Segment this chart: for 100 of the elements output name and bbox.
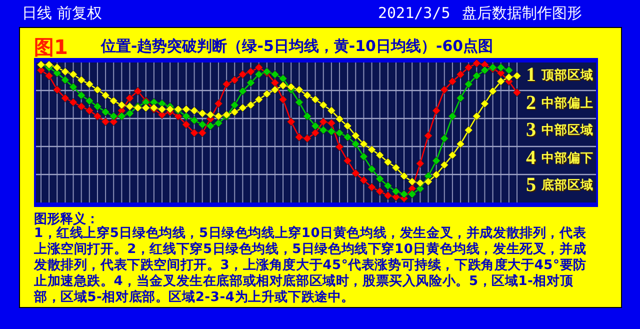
point <box>432 106 441 115</box>
point <box>125 109 134 118</box>
point <box>182 112 190 120</box>
point <box>472 112 481 120</box>
point <box>302 134 312 143</box>
point <box>376 150 384 160</box>
annotation: 3 中部区域 <box>526 119 594 142</box>
point <box>254 70 264 79</box>
subtitle: 日线 前复权 <box>22 4 102 23</box>
point <box>343 122 352 130</box>
point <box>359 152 368 161</box>
point <box>480 99 489 108</box>
annotation: 5 底部区域 <box>526 174 594 198</box>
point <box>182 104 190 114</box>
point <box>230 108 239 116</box>
point <box>351 169 360 178</box>
annotation: 1，红线上穿5日绿色均线，5日绿色均线上穿10日黄色均线，发生金叉，并成发散排列，代表上涨空间打开。2，红线下穿5日绿色均线，5日绿色均线下穿10日黄色均线，发生死叉，并成发散排列，代表下跌空间打开。3，上涨角度大于45°代表涨势可持续，下跌角度大于45°要防止加速急跌。4，当金叉发生在底部或相对底部区域时，股票买入风险小。5，区域1-相对顶部，区域5-相对底部。区域2-3-4为上升或下跌途中。 <box>34 226 588 306</box>
point <box>166 104 174 114</box>
point <box>464 80 473 88</box>
point <box>214 118 223 128</box>
point <box>400 172 408 180</box>
point <box>351 131 360 140</box>
point <box>319 118 328 126</box>
point <box>302 91 312 100</box>
point <box>134 86 142 96</box>
point <box>238 104 247 112</box>
point <box>359 176 368 184</box>
point <box>504 72 514 82</box>
point <box>286 118 296 126</box>
point <box>125 94 134 102</box>
point <box>214 112 223 120</box>
point <box>408 190 416 198</box>
point <box>302 112 312 120</box>
point <box>488 86 498 96</box>
point <box>512 72 522 80</box>
point <box>85 80 94 88</box>
point <box>52 86 62 94</box>
point <box>93 102 102 111</box>
point <box>125 102 134 111</box>
point <box>384 158 392 166</box>
point <box>262 90 272 98</box>
point <box>464 63 473 72</box>
point <box>246 67 256 76</box>
point <box>327 127 336 136</box>
annotation: 4 中部偏下 <box>526 146 594 170</box>
point <box>60 94 70 102</box>
point <box>206 122 215 130</box>
point <box>270 86 280 94</box>
point <box>44 60 54 69</box>
point <box>286 82 296 92</box>
point <box>294 98 304 107</box>
point <box>384 191 392 200</box>
point <box>408 177 416 186</box>
annotation: 图形释义： <box>34 210 99 227</box>
point <box>368 182 376 192</box>
point <box>359 140 368 148</box>
point <box>182 120 190 129</box>
point <box>230 100 239 110</box>
point <box>384 182 392 190</box>
point <box>294 132 304 142</box>
point <box>93 112 102 120</box>
point <box>311 122 320 130</box>
point <box>448 77 457 86</box>
point <box>77 91 86 100</box>
point <box>448 150 457 160</box>
point <box>440 134 449 143</box>
point <box>351 140 360 148</box>
point <box>190 116 199 125</box>
point <box>343 156 352 165</box>
point <box>472 72 481 80</box>
point <box>101 118 110 126</box>
point <box>496 63 506 72</box>
point <box>416 178 424 188</box>
point <box>246 100 256 110</box>
point <box>101 108 110 116</box>
point <box>327 106 336 115</box>
point <box>85 96 94 106</box>
point <box>254 95 264 104</box>
point <box>77 102 86 111</box>
point <box>512 88 522 97</box>
point <box>44 72 54 80</box>
point <box>52 63 62 72</box>
point <box>69 98 78 107</box>
point <box>254 63 264 72</box>
point <box>142 104 150 112</box>
point <box>238 86 247 96</box>
point <box>392 187 400 196</box>
point <box>432 156 441 165</box>
point <box>158 104 166 114</box>
point <box>440 160 449 170</box>
point <box>270 70 280 79</box>
point <box>294 86 304 94</box>
point <box>60 76 70 84</box>
point <box>238 70 247 79</box>
annotation: 2021/3/5 <box>378 4 450 22</box>
point <box>206 110 215 120</box>
point <box>117 112 126 120</box>
point <box>214 99 223 108</box>
point <box>368 164 376 174</box>
point <box>335 114 344 124</box>
